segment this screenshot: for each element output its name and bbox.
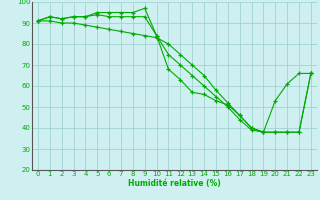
X-axis label: Humidité relative (%): Humidité relative (%): [128, 179, 221, 188]
